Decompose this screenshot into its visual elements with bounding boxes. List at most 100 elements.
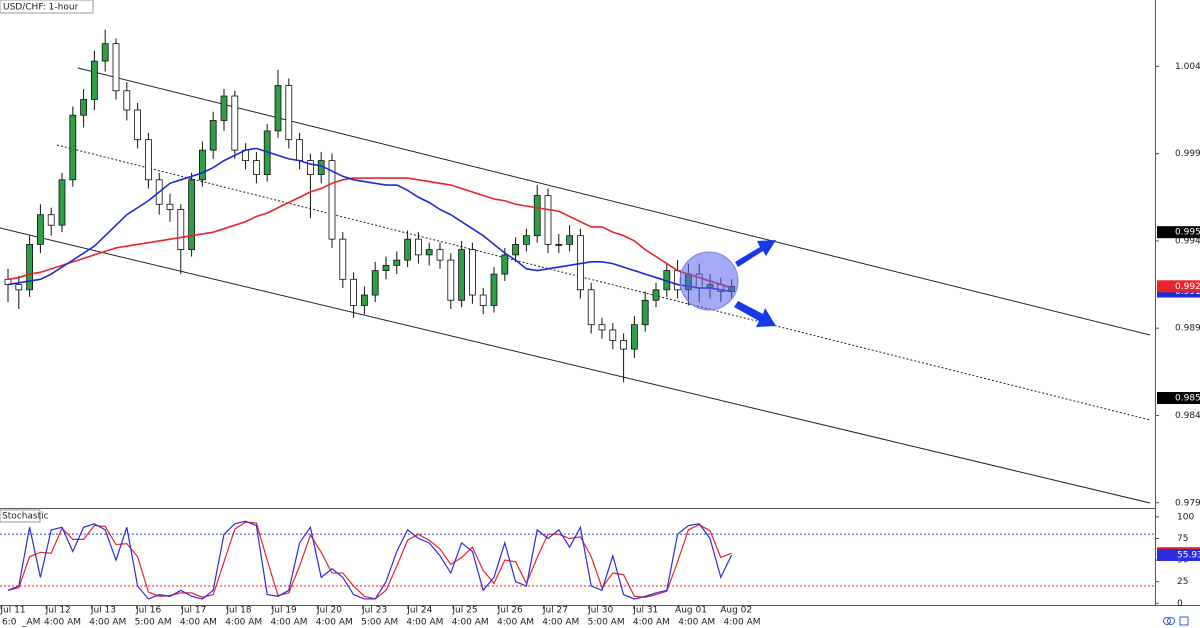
date-label: Jul 27 (542, 606, 568, 616)
indicator-tick-label: 75 (1177, 534, 1188, 544)
moving-average (7, 147, 732, 293)
highlight-circle (679, 251, 739, 311)
date-label: Jul 25 (451, 606, 477, 616)
candle-body (501, 254, 509, 275)
date-label: Jul 13 (90, 606, 116, 616)
candle-body (533, 195, 541, 237)
time-label: 4:00 AM (678, 618, 715, 628)
candle-body (47, 214, 55, 226)
candle-body (609, 329, 617, 341)
candle-body (447, 259, 455, 301)
candle-body (393, 259, 401, 266)
indicator-title: Stochastic (2, 512, 49, 522)
time-label: 4:00 AM (225, 618, 262, 628)
stochastic-line (7, 520, 733, 600)
candle-body (112, 43, 120, 92)
candle-body (58, 179, 66, 226)
candle-body (382, 264, 390, 271)
time-label: 5:00 AM (361, 618, 398, 628)
indicator-tick-label: 100 (1177, 512, 1194, 522)
candle-body (587, 289, 595, 326)
candle-body (479, 294, 487, 306)
y-tick-label: 1.0047 (1175, 62, 1200, 72)
date-label: Jul 20 (316, 606, 342, 616)
date-label: Aug 01 (675, 606, 707, 616)
plot (0, 29, 1159, 600)
channel-lower (0, 227, 1151, 504)
price-marker-label: 0.9921 (1175, 282, 1200, 292)
time-label: 4:00 AM (452, 618, 489, 628)
y-tick-label: 0.9897 (1175, 324, 1200, 334)
candle-body (544, 195, 552, 245)
price-marker (1157, 226, 1200, 239)
candle-body (425, 249, 433, 256)
date-label: Jul 30 (587, 606, 613, 616)
candle-body (598, 324, 606, 331)
candle-body (296, 139, 304, 162)
candle-body (188, 179, 196, 251)
time-label: 4:00 AM (89, 618, 126, 628)
indicator-tick-label: 0 (1177, 599, 1183, 609)
time-label: 6:0 (2, 618, 17, 628)
time-label: 4:00 AM (44, 618, 81, 628)
candle-body (458, 249, 466, 301)
date-label: Jul 24 (406, 606, 432, 616)
candle-body (490, 273, 498, 306)
candle-body (652, 289, 660, 301)
candle-body (198, 149, 206, 181)
candle-body (220, 95, 228, 121)
indicator-marker-label: 55.93 (1177, 550, 1200, 560)
candle-body (360, 294, 368, 306)
candle-body (523, 235, 530, 245)
price-marker (1157, 392, 1200, 405)
candle-body (37, 214, 44, 245)
candle-body (209, 120, 217, 151)
time-label: 4:00 AM (497, 618, 534, 628)
candle-body (306, 160, 314, 175)
moving-average (7, 177, 732, 289)
time-label: 4:00 AM (271, 618, 308, 628)
candle-body (80, 99, 87, 116)
candle-body (231, 95, 239, 151)
y-tick-label: 0.9847 (1175, 411, 1200, 421)
y-tick-label: 0.9797 (1175, 498, 1200, 508)
date-label: Jul 17 (180, 606, 206, 616)
price-marker-label: 0.9952 (1175, 228, 1200, 238)
y-tick-label: 0.9997 (1175, 149, 1200, 159)
candle-body (101, 43, 109, 62)
candle-body (26, 243, 34, 291)
time-label: 4:00 AM (406, 618, 443, 628)
time-label: 4:00 AM (724, 618, 761, 628)
candle-body (414, 238, 422, 256)
indicator-tick-label: 25 (1177, 577, 1188, 587)
time-label: 4:00 AM (542, 618, 579, 628)
candle-body (631, 324, 638, 350)
date-label: Jul 11 (0, 606, 26, 616)
chart-title: USD/CHF: 1-hour (3, 3, 79, 13)
candle-body (328, 160, 336, 240)
date-label: Jul 18 (225, 606, 251, 616)
candle-body (620, 340, 627, 350)
arrow-up (735, 240, 776, 267)
price-marker-label: 0.9857 (1175, 394, 1200, 404)
candle-body (144, 139, 152, 181)
candle-body (15, 284, 23, 291)
candle-body (468, 249, 476, 296)
candle-body (371, 270, 379, 296)
time-label: 4:00 AM (316, 618, 353, 628)
candle-body (123, 90, 131, 111)
y-tick-label: 0.9947 (1175, 236, 1200, 246)
toolbar-icon[interactable] (1163, 616, 1189, 626)
candle-body (91, 60, 98, 100)
indicator-marker (1157, 548, 1200, 561)
candle-body (134, 109, 142, 141)
candle-body (436, 249, 444, 261)
date-label: Jul 12 (45, 606, 71, 616)
channel-upper (77, 67, 1151, 336)
time-label: _AM (21, 618, 40, 628)
time-label: 5:00 AM (588, 618, 625, 628)
candle-body (339, 238, 347, 280)
arrow-down (734, 301, 776, 327)
